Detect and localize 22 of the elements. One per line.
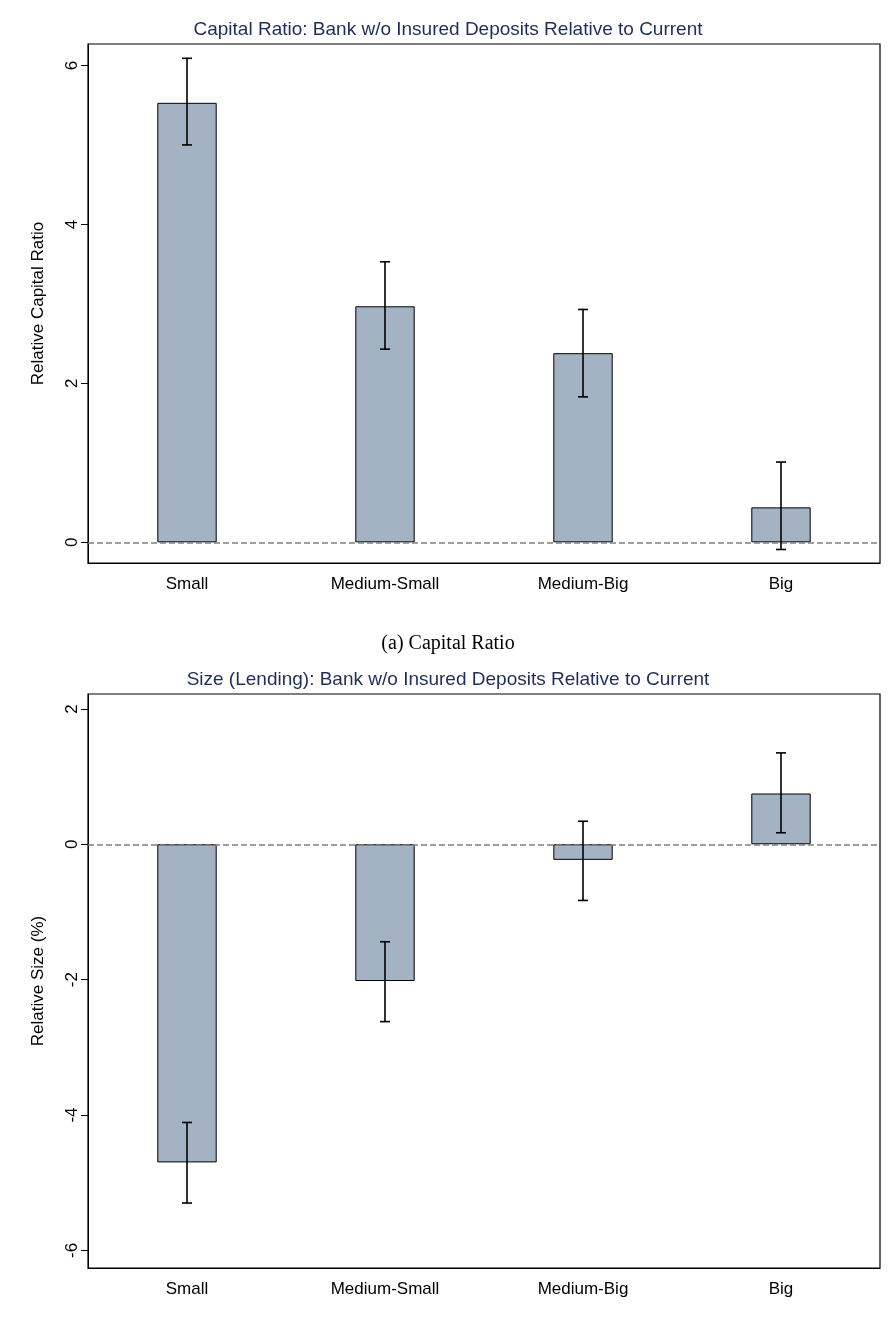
y-tick-label: 4 (62, 219, 81, 230)
y-axis-title: Relative Capital Ratio (28, 221, 47, 386)
y-tick-label: -2 (62, 972, 81, 988)
text: (a) Capital Ratio (381, 631, 515, 654)
y-tick-label: 0 (62, 537, 81, 548)
x-tick-label: Medium-Small (330, 1279, 440, 1298)
x-tick-label: Big (768, 1279, 794, 1298)
y-tick-label: -4 (62, 1107, 81, 1123)
y-tick-label: -6 (62, 1242, 81, 1258)
y-tick-label: 2 (62, 704, 81, 714)
x-tick-label: Medium-Big (537, 1279, 629, 1298)
y-tick-label: 6 (62, 60, 81, 71)
x-tick-label: Small (165, 1279, 209, 1298)
x-tick-label: Small (165, 574, 209, 593)
y-axis-title: Relative Size (%) (28, 915, 47, 1047)
y-tick-label: 2 (62, 378, 81, 389)
y-tick-label: 0 (62, 839, 81, 849)
chart-title: Capital Ratio: Bank w/o Insured Deposits Relative to Current (193, 18, 704, 39)
x-tick-label: Medium-Big (537, 574, 629, 593)
chart-title: Size (Lending): Bank w/o Insured Deposits Relative to Current (186, 668, 711, 689)
x-tick-label: Big (768, 574, 794, 593)
x-tick-label: Medium-Small (330, 574, 440, 593)
